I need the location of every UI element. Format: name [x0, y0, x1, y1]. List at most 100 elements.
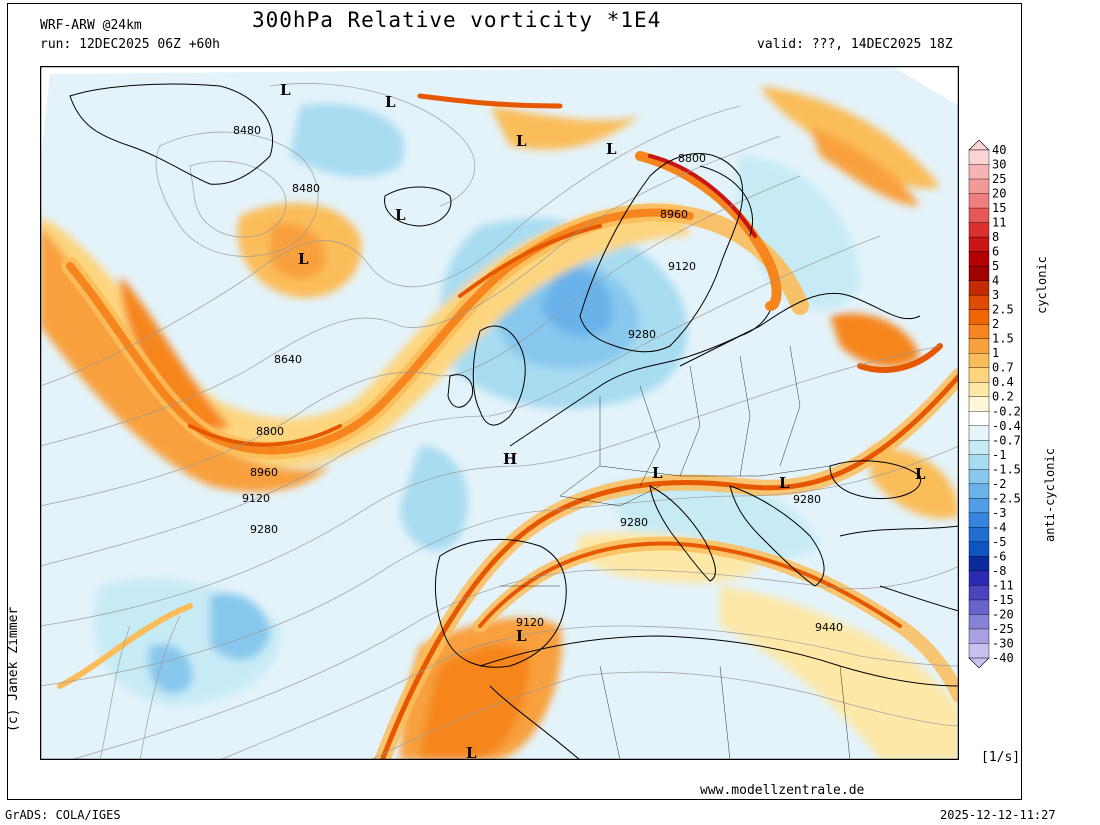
- colorbar-swatch: [968, 454, 990, 470]
- colorbar-swatch: [968, 280, 990, 296]
- colorbar-swatch: [968, 207, 990, 224]
- anticyclonic-label: anti-cyclonic: [1042, 448, 1057, 542]
- cyclonic-label: cyclonic: [1034, 256, 1049, 314]
- low-marker: L: [466, 744, 477, 760]
- colorbar-swatch: [968, 323, 990, 340]
- colorbar-tick-label: 2.5: [992, 303, 1014, 317]
- colorbar-swatch: [968, 396, 990, 412]
- plot-frame: [7, 3, 1022, 800]
- colorbar-swatch: [968, 178, 990, 195]
- colorbar-swatch: [968, 628, 990, 645]
- colorbar-tick-label: 6: [992, 245, 999, 259]
- colorbar-swatch: [968, 352, 990, 369]
- colorbar-swatch: [968, 193, 990, 209]
- jet-streaks: [57, 93, 959, 760]
- low-marker: L: [606, 140, 617, 158]
- contour-label: 8800: [678, 152, 706, 165]
- contour-label: 9440: [815, 621, 843, 634]
- colorbar-tick-label: -20: [992, 607, 1014, 621]
- colorbar-tick-label: -0.7: [992, 433, 1021, 447]
- pressure-markers: L L L L L L L L L L L H: [280, 81, 926, 760]
- colorbar-tick-label: 8: [992, 230, 999, 244]
- colorbar-tick-label: 0.4: [992, 375, 1014, 389]
- colorbar-tick-label: 15: [992, 201, 1006, 215]
- colorbar-top-arrow: [968, 140, 990, 151]
- colorbar-swatch: [968, 309, 990, 325]
- colorbar-tick-label: -11: [992, 578, 1014, 592]
- contour-label: 9120: [668, 260, 696, 273]
- colorbar-tick-label: -4: [992, 520, 1006, 534]
- colorbar-swatch: [968, 251, 990, 267]
- valid-label: valid: ???, 14DEC2025 18Z: [757, 37, 953, 52]
- colorbar-swatch: [968, 469, 990, 485]
- height-contours: [40, 83, 959, 760]
- colorbar-swatch: [968, 222, 990, 238]
- colorbar-tick-label: -0.4: [992, 419, 1021, 433]
- high-marker: H: [503, 450, 517, 468]
- colorbar-tick-label: 1: [992, 346, 999, 360]
- colorbar-tick-label: -6: [992, 549, 1006, 563]
- low-marker: L: [298, 250, 309, 268]
- contour-label: 9120: [516, 616, 544, 629]
- coastlines: [69, 83, 959, 760]
- colorbar-tick-label: -3: [992, 506, 1006, 520]
- colorbar-swatch: [968, 294, 990, 311]
- credit-label: (c) Janek Zimmer: [6, 606, 21, 732]
- colorbar-tick-label: 2: [992, 317, 999, 331]
- colorbar-swatch: [968, 599, 990, 616]
- run-label: run: 12DEC2025 06Z +60h: [40, 37, 221, 52]
- contour-label: 8800: [256, 425, 284, 438]
- colorbar-tick-label: 5: [992, 259, 999, 273]
- colorbar-swatch: [968, 440, 990, 456]
- colorbar-swatch: [968, 512, 990, 528]
- colorbar-tick-label: -25: [992, 622, 1014, 636]
- low-marker: L: [516, 132, 527, 150]
- colorbar: [968, 140, 990, 669]
- colorbar-tick-label: 0.2: [992, 390, 1014, 404]
- colorbar-tick-label: -15: [992, 593, 1014, 607]
- contour-label: 8960: [250, 466, 278, 479]
- colorbar-tick-label: -1.5: [992, 462, 1021, 476]
- colorbar-tick-label: 25: [992, 172, 1006, 186]
- timestamp-label: 2025-12-12-11:27: [940, 808, 1056, 822]
- colorbar-swatch: [968, 527, 990, 543]
- contour-label: 9280: [250, 523, 278, 536]
- website-label: www.modellzentrale.de: [700, 783, 865, 798]
- colorbar-tick-label: 30: [992, 158, 1006, 172]
- colorbar-swatch: [968, 382, 990, 398]
- colorbar-tick-label: -0.2: [992, 404, 1021, 418]
- colorbar-tick-label: 0.7: [992, 361, 1014, 375]
- low-marker: L: [280, 81, 291, 99]
- grads-label: GrADS: COLA/IGES: [5, 808, 121, 822]
- contour-label: 8640: [274, 353, 302, 366]
- low-marker: L: [915, 465, 926, 483]
- colorbar-swatch: [968, 236, 990, 253]
- colorbar-bottom-arrow: [968, 657, 990, 669]
- colorbar-tick-label: -8: [992, 564, 1006, 578]
- colorbar-swatch: [968, 338, 990, 354]
- colorbar-swatch: [968, 164, 990, 180]
- units-label: [1/s]: [981, 750, 1021, 765]
- low-marker: L: [395, 206, 406, 224]
- colorbar-tick-label: 4: [992, 274, 999, 288]
- colorbar-tick-label: -1: [992, 448, 1006, 462]
- colorbar-swatch: [968, 149, 990, 166]
- colorbar-swatch: [968, 585, 990, 601]
- colorbar-swatch: [968, 643, 990, 659]
- model-label: WRF-ARW @24km: [40, 18, 142, 33]
- contour-label: 8960: [660, 208, 688, 221]
- colorbar-labels: 403025201511865432.521.510.70.40.2-0.2-0…: [992, 143, 1021, 665]
- colorbar-tick-label: -2.5: [992, 491, 1021, 505]
- contour-label: 9280: [620, 516, 648, 529]
- colorbar-tick-label: 1.5: [992, 332, 1014, 346]
- colorbar-tick-label: -5: [992, 535, 1006, 549]
- contour-label: 9120: [242, 492, 270, 505]
- contour-label: 8480: [292, 182, 320, 195]
- colorbar-swatch: [968, 265, 990, 282]
- low-marker: L: [385, 93, 396, 111]
- low-marker: L: [779, 474, 790, 492]
- colorbar-swatch: [968, 541, 990, 557]
- colorbar-tick-label: 40: [992, 143, 1006, 157]
- colorbar-swatch: [968, 483, 990, 499]
- colorbar-swatch: [968, 411, 990, 427]
